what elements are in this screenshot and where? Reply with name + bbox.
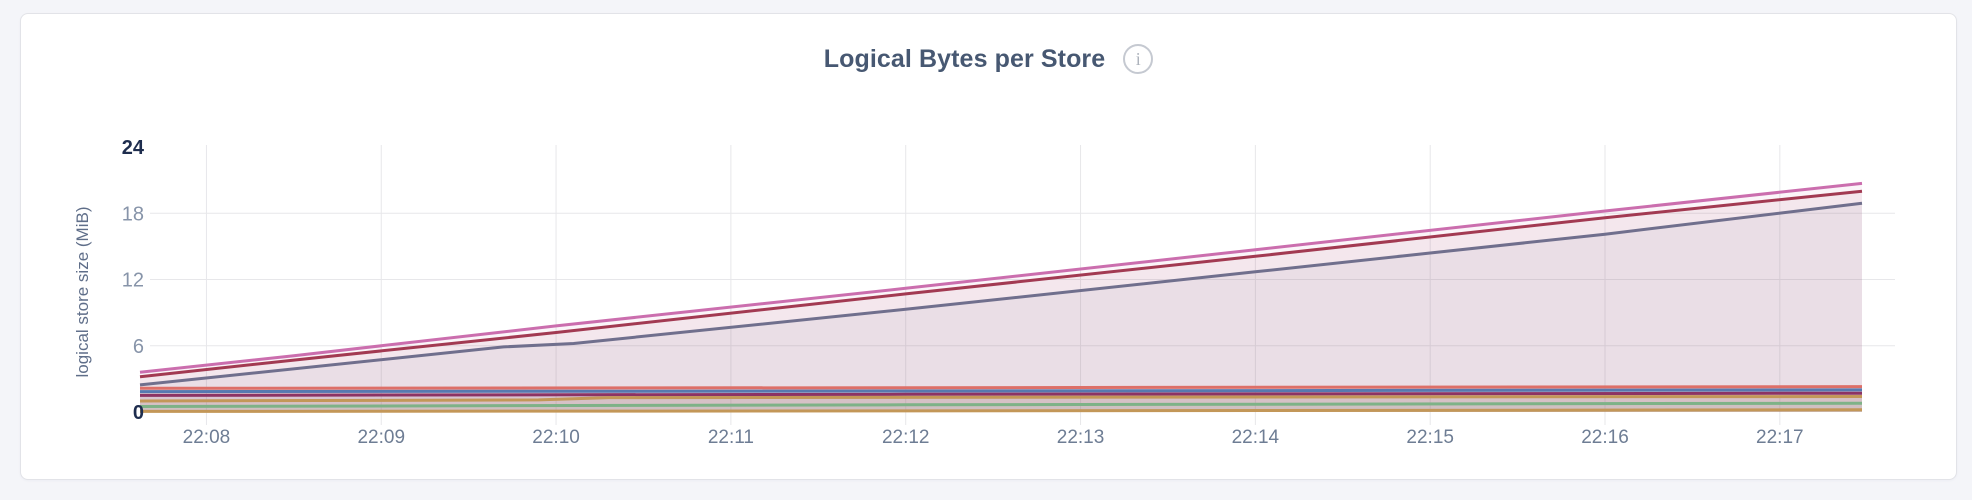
x-tick-label: 22:08 (183, 427, 231, 448)
x-tick-label: 22:17 (1756, 427, 1804, 448)
chart-header: Logical Bytes per Store i (21, 44, 1956, 74)
info-icon[interactable]: i (1123, 44, 1154, 74)
series-line-series-3 (139, 201, 1863, 387)
y-tick-label: 18 (122, 203, 144, 225)
x-tick-label: 22:13 (1057, 427, 1105, 448)
series-line-series-6 (139, 391, 1863, 397)
series-line-series-9 (139, 408, 1863, 413)
x-tick-label: 22:14 (1232, 427, 1280, 448)
series-line-series-7 (139, 395, 1863, 403)
series-line-series-2 (139, 189, 1863, 379)
series-line-series-1 (139, 181, 1863, 374)
series-line-series-5 (139, 388, 1863, 394)
y-tick-label: 12 (122, 270, 144, 292)
x-tick-label: 22:15 (1406, 427, 1454, 448)
x-tick-label: 22:09 (357, 427, 405, 448)
x-tick-label: 22:11 (708, 427, 754, 448)
y-tick-label: 0 (133, 402, 144, 424)
chart-card: Logical Bytes per Store i logical store … (20, 13, 1957, 480)
y-tick-label: 6 (133, 336, 144, 358)
x-tick-label: 22:12 (882, 427, 930, 448)
series-line-series-4 (139, 385, 1863, 390)
series-line-series-8 (139, 401, 1863, 408)
series-area-series-3 (140, 203, 1862, 412)
x-tick-label: 22:10 (532, 427, 580, 448)
x-tick-label: 22:16 (1581, 427, 1629, 448)
chart-title: Logical Bytes per Store (823, 44, 1106, 73)
series-area-series-2 (140, 191, 1862, 412)
y-tick-label: 24 (122, 137, 145, 159)
